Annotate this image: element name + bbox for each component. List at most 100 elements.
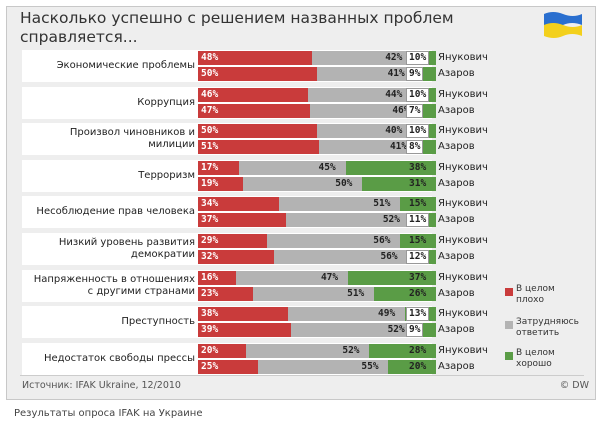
data-label-good: 28% xyxy=(409,345,427,356)
bar-segment-neutral xyxy=(245,344,370,358)
person-label: Азаров xyxy=(438,178,475,189)
data-label-bad: 46% xyxy=(201,89,219,100)
data-label-neutral: 41% xyxy=(387,68,405,79)
bar-segment-neutral xyxy=(288,307,405,321)
person-label: Азаров xyxy=(438,214,475,225)
data-label-neutral: 56% xyxy=(380,251,398,262)
person-label: Азаров xyxy=(438,361,475,372)
data-label-bad: 38% xyxy=(201,308,219,319)
data-label-bad: 50% xyxy=(201,125,219,136)
chart-title-line-2: справляется... xyxy=(20,28,138,46)
data-label-good: 37% xyxy=(409,272,427,283)
bar-segment-bad xyxy=(198,250,275,264)
bar-segment-neutral xyxy=(307,88,413,102)
bar-segment-neutral xyxy=(243,177,363,191)
bar-segment-neutral xyxy=(257,360,389,374)
data-label-good: 31% xyxy=(409,178,427,189)
data-label-bad: 50% xyxy=(201,68,219,79)
bar-segment-good xyxy=(374,287,436,301)
data-label-good: 38% xyxy=(409,162,427,173)
data-label-bad: 17% xyxy=(201,162,219,173)
data-label-good: 20% xyxy=(409,361,427,372)
bar-segment-bad xyxy=(198,271,237,285)
data-label-neutral: 41% xyxy=(389,141,408,152)
data-label-bad: 51% xyxy=(201,141,219,152)
bar-segment-bad xyxy=(198,88,308,102)
bar-segment-good xyxy=(419,104,436,118)
category-label: Напряженность в отношениях с другими стр… xyxy=(33,274,195,297)
data-label-neutral: 52% xyxy=(342,345,360,356)
data-label-bad: 29% xyxy=(201,235,219,246)
category-label: Преступность xyxy=(121,316,195,327)
bar-segment-neutral xyxy=(317,67,415,81)
category-label: Произвол чиновников и милиции xyxy=(69,127,195,150)
bar-segment-bad xyxy=(198,197,279,211)
ukraine-flag-icon xyxy=(544,12,582,38)
legend-swatch-neutral xyxy=(505,321,513,329)
data-label-good: 10% xyxy=(406,124,430,138)
data-label-bad: 23% xyxy=(201,288,219,299)
person-label: Янукович xyxy=(438,345,488,356)
data-label-good: 10% xyxy=(406,88,430,102)
legend-label-bad: В целом плохо xyxy=(516,284,555,305)
source-note: Источник: IFAK Ukraine, 12/2010 xyxy=(22,380,181,391)
bar-segment-bad xyxy=(198,51,313,65)
data-label-good: 8% xyxy=(406,140,424,154)
chart-title-line-1: Насколько успешно с решением названных п… xyxy=(20,9,454,27)
person-label: Азаров xyxy=(438,251,475,262)
image-caption: Результаты опроса IFAK на Украине xyxy=(14,408,203,419)
person-label: Азаров xyxy=(438,105,475,116)
bar-segment-bad xyxy=(198,213,287,227)
bar-segment-neutral xyxy=(312,51,413,65)
category-label: Терроризм xyxy=(138,170,195,181)
legend-swatch-good xyxy=(505,352,513,360)
data-label-good: 7% xyxy=(406,104,424,118)
category-label: Несоблюдение прав человека xyxy=(36,206,195,217)
bar-segment-bad xyxy=(198,360,258,374)
legend-label-neutral: Затрудняюсь ответить xyxy=(516,317,579,338)
data-label-good: 15% xyxy=(409,198,427,209)
bar-segment-bad xyxy=(198,307,289,321)
flag-yellow-stripe xyxy=(544,23,582,38)
bar-segment-neutral xyxy=(252,287,375,301)
data-label-bad: 34% xyxy=(201,198,219,209)
bar-segment-bad xyxy=(198,161,239,175)
person-label: Янукович xyxy=(438,308,488,319)
bar-segment-bad xyxy=(198,124,317,138)
bar-segment-neutral xyxy=(286,213,410,227)
person-label: Янукович xyxy=(438,89,488,100)
data-label-bad: 32% xyxy=(201,251,219,262)
bar-segment-good xyxy=(400,234,436,248)
bar-segment-good xyxy=(347,271,436,285)
data-label-neutral: 55% xyxy=(361,361,379,372)
data-label-bad: 37% xyxy=(201,214,219,225)
person-label: Азаров xyxy=(438,324,475,335)
data-label-good: 26% xyxy=(409,288,427,299)
person-label: Янукович xyxy=(438,125,488,136)
category-label: Коррупция xyxy=(137,97,195,108)
data-label-good: 13% xyxy=(406,307,430,321)
category-label: Низкий уровень развития демократии xyxy=(58,237,195,260)
bar-segment-bad xyxy=(198,323,291,337)
bar-segment-neutral xyxy=(274,250,408,264)
data-label-bad: 39% xyxy=(201,324,219,335)
data-label-good: 9% xyxy=(406,67,424,81)
category-label: Недостаток свободы прессы xyxy=(43,353,195,364)
data-label-bad: 19% xyxy=(201,178,219,189)
data-label-neutral: 50% xyxy=(335,178,353,189)
data-label-bad: 48% xyxy=(201,52,219,63)
bar-segment-bad xyxy=(198,234,267,248)
chart-title: Насколько успешно с решением названных п… xyxy=(20,9,500,47)
bar-segment-good xyxy=(400,197,436,211)
data-label-neutral: 52% xyxy=(387,324,405,335)
data-label-neutral: 56% xyxy=(373,235,391,246)
data-label-neutral: 44% xyxy=(385,89,403,100)
legend-label-good: В целом хорошо xyxy=(516,348,555,369)
data-label-good: 11% xyxy=(406,213,430,227)
data-label-good: 15% xyxy=(409,235,427,246)
person-label: Янукович xyxy=(438,198,488,209)
bar-segment-good xyxy=(388,360,436,374)
bar-segment-neutral xyxy=(319,140,417,154)
person-label: Азаров xyxy=(438,141,475,152)
